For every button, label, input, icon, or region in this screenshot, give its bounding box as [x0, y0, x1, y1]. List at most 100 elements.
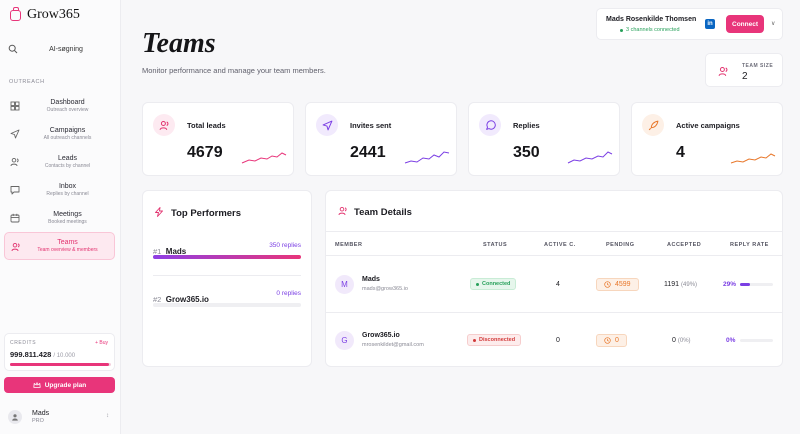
performer-progress — [153, 303, 301, 307]
sidebar-item-campaigns[interactable]: Campaigns All outreach channels — [4, 120, 115, 148]
credits-label: CREDITS — [10, 340, 37, 346]
status-badge: Connected — [470, 278, 517, 290]
active-campaigns: 4 — [556, 281, 560, 288]
sidebar-item-dashboard[interactable]: Dashboard Outreach overview — [4, 92, 115, 120]
search-icon — [8, 44, 18, 54]
sidebar: Grow365 AI-søgning OUTREACH Dashboard Out… — [0, 0, 121, 434]
sidebar-section-label: OUTREACH — [9, 79, 45, 85]
accepted-pct: (0%) — [677, 338, 691, 344]
accepted-pct: (49%) — [681, 282, 698, 288]
accepted-value: 0 — [672, 337, 676, 344]
top-performers-title: Top Performers — [171, 208, 242, 219]
performer-name: Grow365.io — [165, 295, 209, 304]
crown-icon — [33, 382, 41, 388]
sidebar-item-label: Campaigns — [49, 127, 86, 134]
performer-row[interactable]: #2 Grow365.io 0 replies — [153, 289, 301, 307]
column-header-status: STATUS — [483, 242, 508, 248]
divider — [153, 275, 301, 276]
send-icon — [10, 129, 20, 139]
sidebar-item-label: Inbox — [58, 183, 77, 190]
sidebar-item-teams[interactable]: Teams Team overview & members — [4, 232, 115, 260]
clock-icon — [604, 281, 611, 288]
reply-rate-bar — [740, 283, 773, 286]
sidebar-item-label: Meetings — [53, 211, 82, 218]
sidebar-item-inbox[interactable]: Inbox Replies by channel — [4, 176, 115, 204]
team-details-panel — [325, 190, 783, 367]
user-icon — [12, 414, 18, 421]
chat-icon — [10, 186, 20, 195]
reply-rate-bar — [740, 339, 773, 342]
credits-card: CREDITS + Buy 999.811.428 / 10.000 — [4, 333, 115, 371]
pending-value: 0 — [615, 337, 619, 344]
stat-card-invites-sent: Invites sent 2441 — [305, 102, 457, 176]
avatar — [8, 410, 22, 424]
team-details-title: Team Details — [354, 207, 412, 218]
stat-card-active-campaigns: Active campaigns 4 — [631, 102, 783, 176]
credits-value: 999.811.428 — [10, 350, 52, 359]
column-header-pending: PENDING — [606, 242, 635, 248]
brand[interactable]: Grow365 — [10, 6, 80, 23]
avatar: G — [335, 331, 354, 350]
status-badge: Disconnected — [467, 334, 522, 346]
team-icon — [11, 242, 20, 252]
divider — [326, 255, 782, 256]
performer-rank: #1 — [153, 247, 162, 256]
chevron-down-icon[interactable]: ∨ — [771, 21, 776, 27]
buy-credits-link[interactable]: + Buy — [95, 340, 108, 346]
team-size-card: TEAM SIZE 2 — [705, 53, 783, 87]
upgrade-plan-button[interactable]: Upgrade plan — [4, 377, 115, 393]
performer-progress-fill — [153, 255, 301, 259]
credits-total: / 10.000 — [53, 353, 76, 359]
sidebar-item-label: Teams — [57, 239, 78, 246]
accepted: 0 (0%) — [672, 337, 691, 344]
sidebar-item-sub: Booked meetings — [48, 219, 87, 225]
connect-button[interactable]: Connect — [726, 15, 764, 33]
chevron-updown-icon: ↕ — [106, 413, 109, 419]
sidebar-item-leads[interactable]: Leads Contacts by channel — [4, 148, 115, 176]
sparkline — [567, 151, 613, 164]
member-email: mrosenkildet@gmail.com — [362, 342, 424, 348]
sidebar-item-meetings[interactable]: Meetings Booked meetings — [4, 204, 115, 232]
page-subtitle: Monitor performance and manage your team… — [142, 66, 326, 75]
column-header-accepted: ACCEPTED — [667, 242, 702, 248]
status-dot — [473, 338, 476, 342]
status-text: Disconnected — [479, 337, 516, 343]
send-icon — [316, 114, 338, 136]
performer-row[interactable]: #1 Mads 350 replies — [153, 241, 301, 259]
stat-card-total-leads: Total leads 4679 — [142, 102, 294, 176]
stat-value: 350 — [513, 144, 540, 161]
upgrade-plan-label: Upgrade plan — [44, 381, 87, 389]
status-text: Connected — [482, 281, 511, 287]
user-menu[interactable]: Mads PRO ↕ — [4, 404, 115, 430]
pending-badge: 4599 — [596, 278, 639, 291]
clock-icon — [604, 337, 611, 344]
performer-progress — [153, 255, 301, 259]
calendar-icon — [10, 213, 20, 223]
sidebar-item-label: Leads — [57, 155, 78, 162]
stat-label: Invites sent — [350, 121, 392, 130]
chat-icon — [479, 114, 501, 136]
performer-name: Mads — [165, 247, 187, 256]
team-size-value: 2 — [742, 71, 748, 82]
sidebar-nav: Dashboard Outreach overview Campaigns All … — [4, 92, 115, 260]
stat-value: 4679 — [187, 144, 223, 161]
ai-search-label: AI-søgning — [49, 45, 83, 53]
reply-rate: 0% — [726, 337, 736, 344]
sparkline — [404, 151, 450, 164]
ai-search-button[interactable]: AI-søgning — [8, 42, 114, 56]
status-dot — [476, 282, 479, 286]
connection-user-name: Mads Rosenkilde Thomsen — [606, 16, 697, 23]
briefcase-icon — [10, 6, 21, 21]
lightning-icon — [155, 207, 163, 217]
accepted-value: 1191 — [664, 281, 680, 288]
pending-badge: 0 — [596, 334, 627, 347]
performer-rank: #2 — [153, 295, 162, 304]
stat-value: 4 — [676, 144, 685, 161]
dashboard-icon — [10, 101, 20, 111]
page-title: Teams — [142, 28, 216, 59]
member-email: mads@grow365.io — [362, 286, 408, 292]
avatar: M — [335, 275, 354, 294]
active-campaigns: 0 — [556, 337, 560, 344]
performer-replies: 350 replies — [269, 242, 301, 249]
sidebar-item-sub: Replies by channel — [46, 191, 89, 197]
